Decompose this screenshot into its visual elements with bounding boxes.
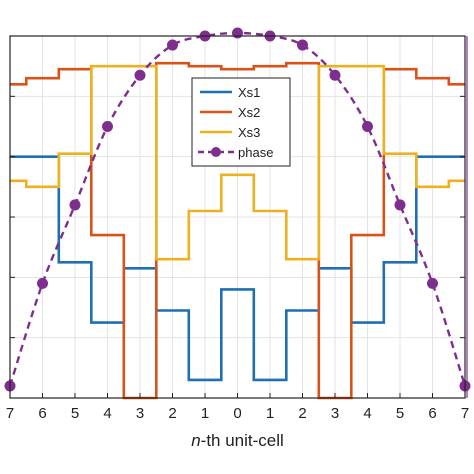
series-phase-point xyxy=(394,199,406,211)
series-xs3-line xyxy=(10,64,465,261)
x-tick-label: 2 xyxy=(298,405,306,422)
x-tick-label: 1 xyxy=(266,405,274,422)
x-tick-label: 5 xyxy=(396,405,404,422)
legend: Xs1 Xs2 Xs3 phase xyxy=(191,77,291,167)
series-phase-point xyxy=(297,39,308,51)
x-tick-label: 4 xyxy=(363,405,371,422)
x-axis-label: n-th unit-cell xyxy=(191,431,284,450)
x-tick-label: 6 xyxy=(38,405,46,422)
series-phase-point xyxy=(232,27,243,39)
x-tick-label: 6 xyxy=(428,405,436,422)
legend-label-xs2: Xs2 xyxy=(238,105,260,120)
x-tick-label: 3 xyxy=(136,405,144,422)
x-tick-label: 0 xyxy=(233,405,241,422)
x-tick-label: 7 xyxy=(461,405,469,422)
x-tick-label: 7 xyxy=(6,405,14,422)
x-tick-label: 2 xyxy=(168,405,176,422)
series-layer xyxy=(4,27,471,400)
series-phase-point xyxy=(362,121,373,132)
legend-label-xs1: Xs1 xyxy=(238,85,260,100)
series-phase-point xyxy=(37,277,48,289)
series-phase-point xyxy=(102,121,113,132)
x-tick-label: 1 xyxy=(201,405,209,422)
x-tick-label: 4 xyxy=(103,405,111,422)
ticks: 7 6 5 4 3 2 1 0 1 2 3 4 5 6 7 xyxy=(6,35,469,422)
legend-label-xs3: Xs3 xyxy=(238,125,260,140)
series-phase-point xyxy=(427,277,438,289)
series-phase-point xyxy=(69,199,81,211)
series-phase-point xyxy=(329,69,341,81)
x-axis-label-variable: n xyxy=(191,431,200,450)
x-tick-label: 3 xyxy=(331,405,339,422)
legend-label-phase: phase xyxy=(238,145,273,160)
x-tick-label: 5 xyxy=(71,405,79,422)
series-phase-point xyxy=(167,39,178,51)
series-phase-point xyxy=(134,69,146,81)
series-xs1-line xyxy=(10,155,465,382)
series-xs2-line xyxy=(10,61,465,400)
legend-marker-phase xyxy=(211,147,221,157)
x-axis-label-rest: -th unit-cell xyxy=(201,431,284,450)
